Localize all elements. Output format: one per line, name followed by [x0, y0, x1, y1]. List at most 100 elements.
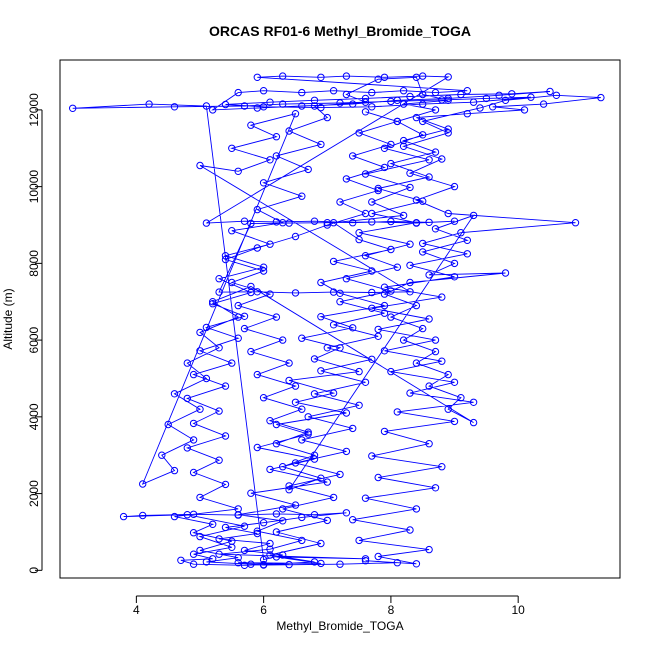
data-point	[253, 73, 261, 82]
data-point	[438, 155, 446, 163]
data-point	[291, 289, 300, 297]
data-point	[399, 87, 408, 95]
data-point	[298, 513, 306, 522]
data-point	[349, 152, 357, 160]
data-point	[272, 152, 281, 160]
data-point	[368, 198, 376, 206]
data-point	[119, 512, 128, 521]
data-point	[196, 161, 204, 170]
x-tick-label: 10	[512, 603, 526, 617]
data-point	[450, 378, 459, 386]
data-point	[240, 102, 249, 110]
data-point	[317, 539, 325, 548]
data-point	[317, 103, 325, 112]
data-point	[406, 240, 414, 248]
data-point	[247, 219, 255, 228]
data-point	[342, 90, 351, 99]
data-point	[317, 140, 325, 149]
data-point	[450, 259, 459, 268]
data-point	[323, 478, 331, 486]
data-point	[329, 288, 338, 296]
data-point	[291, 501, 300, 509]
data-point	[431, 225, 440, 233]
data-point	[310, 355, 319, 363]
data-point	[431, 148, 440, 156]
data-point	[221, 523, 230, 532]
data-point	[387, 245, 395, 254]
data-point	[387, 313, 395, 321]
data-point	[170, 512, 179, 521]
data-point	[189, 560, 198, 568]
data-point	[247, 282, 255, 291]
data-point	[310, 558, 319, 566]
data-point	[342, 72, 351, 80]
data-point	[266, 156, 274, 164]
data-point	[323, 344, 331, 352]
data-point	[399, 336, 408, 344]
data-point	[196, 347, 204, 355]
data-point	[259, 87, 268, 95]
data-point	[266, 417, 274, 425]
data-point	[298, 102, 306, 110]
data-point	[189, 370, 198, 379]
data-point	[228, 278, 236, 287]
data-point	[298, 88, 306, 97]
data-point	[444, 405, 452, 413]
data-point	[450, 217, 459, 225]
data-point	[457, 90, 465, 99]
data-point	[431, 347, 440, 356]
data-point	[310, 451, 319, 459]
data-point	[259, 555, 268, 564]
data-point	[189, 468, 198, 477]
data-point	[425, 382, 433, 390]
data-point	[419, 248, 427, 256]
data-point	[304, 165, 312, 174]
data-point	[489, 103, 497, 111]
data-point	[412, 359, 421, 367]
data-point	[527, 93, 535, 101]
data-point	[209, 106, 217, 114]
data-point	[266, 551, 274, 559]
data-point	[342, 275, 351, 283]
data-point	[259, 560, 268, 569]
data-point	[399, 100, 408, 108]
data-point	[317, 367, 325, 375]
plot-area	[59, 59, 621, 579]
data-point	[266, 539, 274, 548]
data-point	[279, 100, 287, 108]
data-point	[183, 444, 192, 452]
data-point	[361, 555, 370, 563]
data-point	[196, 405, 204, 413]
data-point	[209, 555, 217, 563]
data-point	[349, 100, 357, 108]
data-point	[450, 273, 459, 281]
data-point	[202, 323, 211, 332]
data-point	[259, 263, 268, 271]
data-point	[380, 347, 389, 355]
data-point	[202, 374, 211, 383]
data-point	[450, 182, 459, 191]
data-point	[552, 91, 561, 100]
data-point	[361, 378, 370, 386]
data-point	[329, 493, 338, 502]
data-point	[336, 344, 344, 352]
data-point	[393, 117, 401, 126]
data-point	[393, 559, 401, 567]
data-point	[285, 482, 293, 490]
data-point	[291, 382, 300, 390]
data-point	[304, 430, 312, 438]
data-point	[520, 106, 529, 114]
data-point	[450, 417, 459, 426]
data-point	[279, 551, 287, 559]
data-point	[457, 229, 465, 237]
data-point	[361, 557, 370, 565]
data-point	[380, 290, 389, 298]
data-point	[323, 113, 331, 122]
data-point	[336, 99, 344, 107]
data-point	[272, 440, 281, 448]
data-point	[240, 522, 249, 530]
data-point	[259, 519, 268, 527]
data-point	[209, 300, 217, 308]
data-point	[380, 283, 389, 291]
